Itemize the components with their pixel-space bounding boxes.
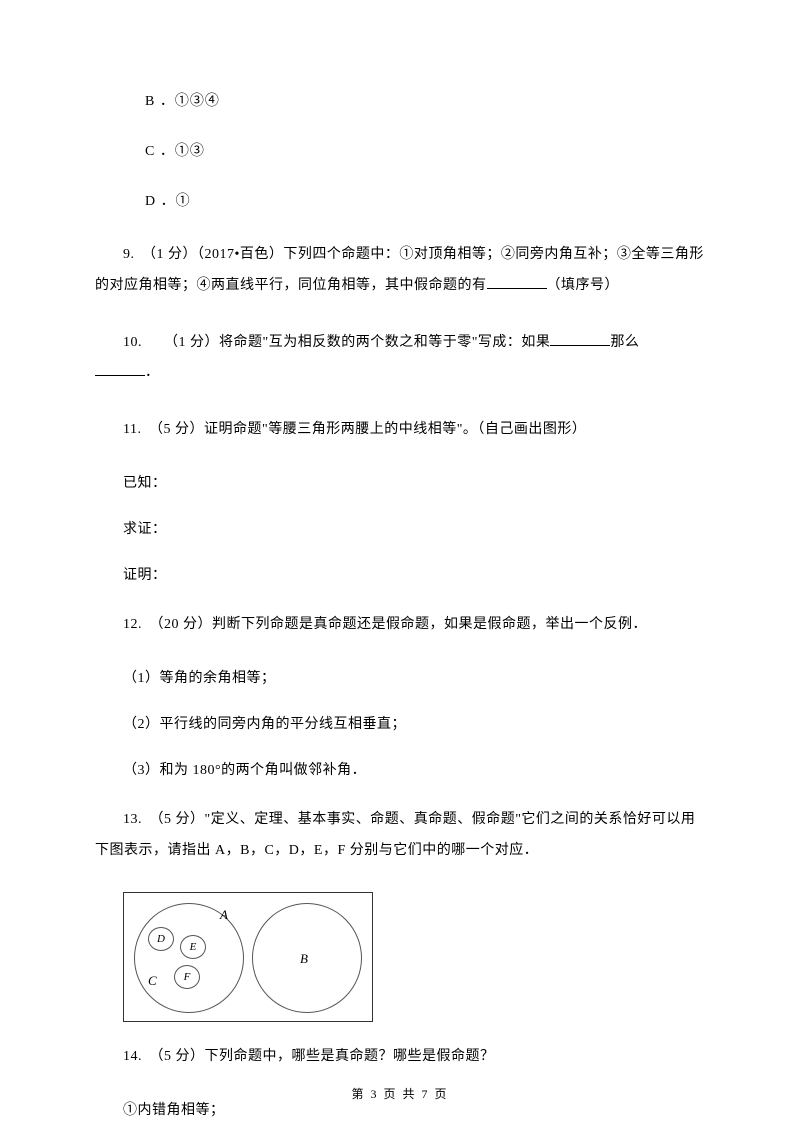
- blank-q10-2: [95, 360, 145, 376]
- q10-text-before: 10. （1 分）将命题"互为相反数的两个数之和等于零"写成：如果: [123, 335, 550, 350]
- q9-text-after: （填序号）: [547, 278, 620, 293]
- q12-s3: （3）和为 180°的两个角叫做邻补角．: [95, 759, 705, 779]
- option-d: D ．①: [95, 190, 705, 210]
- option-c: C ．①③: [95, 140, 705, 160]
- blank-q9: [487, 273, 547, 289]
- question-9: 9. （1 分）（2017•百色）下列四个命题中：①对顶角相等；②同旁内角互补；…: [95, 240, 705, 302]
- q12-s2: （2）平行线的同旁内角的平分线互相垂直；: [95, 713, 705, 733]
- label-b: B: [300, 951, 308, 967]
- page-footer: 第 3 页 共 7 页: [0, 1085, 800, 1102]
- q14-s1: ①内错角相等；: [95, 1099, 705, 1119]
- q11-prove: 求证：: [95, 518, 705, 538]
- question-13: 13. （5 分）"定义、定理、基本事实、命题、真命题、假命题"它们之间的关系恰…: [95, 805, 705, 867]
- blank-q10-1: [550, 330, 610, 346]
- option-b: B ．①③④: [95, 90, 705, 110]
- q11-proof: 证明：: [95, 564, 705, 584]
- venn-diagram: A B C D E F: [123, 892, 373, 1022]
- question-11: 11. （5 分）证明命题"等腰三角形两腰上的中线相等"。（自己画出图形）: [95, 415, 705, 446]
- label-c: C: [148, 973, 157, 989]
- question-10: 10. （1 分）将命题"互为相反数的两个数之和等于零"写成：如果 那么 ．: [95, 328, 705, 390]
- question-14: 14. （5 分）下列命题中，哪些是真命题？哪些是假命题？: [95, 1042, 705, 1073]
- q10-text-after: ．: [145, 365, 160, 380]
- label-a: A: [220, 907, 228, 923]
- q10-text-mid: 那么: [610, 335, 639, 350]
- q11-known: 已知：: [95, 472, 705, 492]
- q12-s1: （1）等角的余角相等；: [95, 667, 705, 687]
- question-12: 12. （20 分）判断下列命题是真命题还是假命题，如果是假命题，举出一个反例．: [95, 610, 705, 641]
